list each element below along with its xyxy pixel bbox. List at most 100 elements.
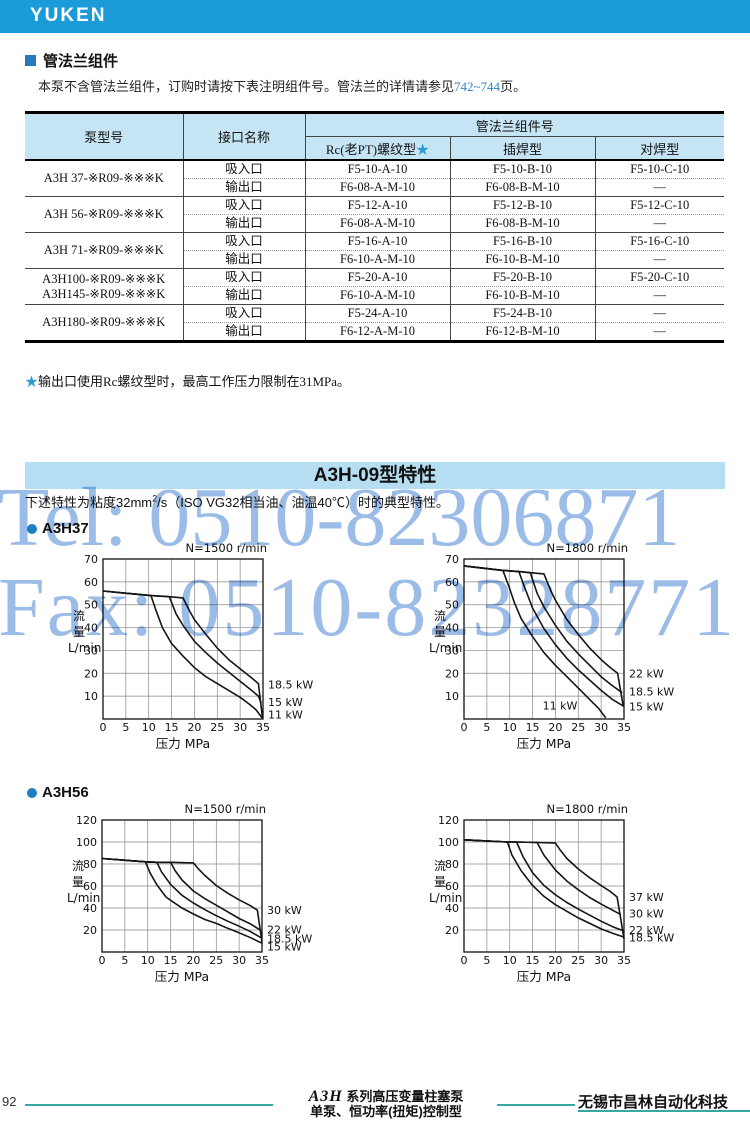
x-tick-label: 30 <box>594 721 608 734</box>
port-name-cell: 吸入口 <box>183 268 306 287</box>
x-tick-label: 35 <box>255 954 269 967</box>
flange-part-number-cell: F6-10-B-M-10 <box>450 250 596 269</box>
x-tick-label: 0 <box>461 954 468 967</box>
table-row: 输出口 F6-10-A-M-10 F6-10-B-M-10— <box>25 250 724 269</box>
series-label: 11 kW <box>543 699 578 712</box>
x-tick-label: 25 <box>571 954 585 967</box>
series-curve-18-5-kW <box>463 565 623 694</box>
y-tick-label: 20 <box>84 667 98 680</box>
characteristics-description: 下述特性为粘度32mm2/s（ISO VG32相当油、油温40℃）时的典型特性。 <box>25 493 449 510</box>
x-tick-label: 0 <box>461 721 468 734</box>
col-header-rc-thread: Rc(老PT)螺纹型★ <box>305 136 451 161</box>
model-label-a3h37: A3H37 <box>27 520 89 537</box>
y-tick-label: 70 <box>445 553 459 566</box>
flange-part-number-cell: F5-10-C-10 <box>630 162 690 176</box>
flange-part-number-cell: F5-20-B-10 <box>450 268 596 287</box>
col-header-flange-group: 管法兰组件号 <box>305 112 724 137</box>
x-tick-label: 20 <box>186 954 200 967</box>
flange-part-number-cell: F6-08-B-M-10 <box>450 214 596 233</box>
series-label: 30 kW <box>629 908 664 921</box>
flange-part-number-cell: F6-08-A-M-10 <box>305 178 451 197</box>
x-tick-label: 5 <box>122 721 129 734</box>
x-axis-label: 压力 MPa <box>156 736 210 751</box>
pump-model-cell: A3H180-※R09-※※※K <box>25 304 184 342</box>
x-tick-label: 15 <box>165 721 179 734</box>
flange-part-number-cell: F6-08-A-M-10 <box>305 214 451 233</box>
series-label: 15 kW <box>629 700 664 713</box>
y-axis-label: 量 <box>434 875 446 889</box>
chart-title: N=1800 r/min <box>547 802 628 816</box>
y-tick-label: 70 <box>84 553 98 566</box>
flange-part-number-cell: — <box>595 214 724 233</box>
page-reference-link[interactable]: 742~744 <box>454 79 501 94</box>
x-tick-label: 15 <box>526 954 540 967</box>
series-curve-15-kW <box>102 590 262 704</box>
y-axis-label: 量 <box>434 625 446 639</box>
y-tick-label: 40 <box>445 622 459 635</box>
y-tick-label: 20 <box>445 667 459 680</box>
y-tick-label: 50 <box>84 599 98 612</box>
x-axis-label: 压力 MPa <box>517 736 571 751</box>
y-axis-unit: L/min <box>429 641 462 655</box>
table-row: 输出口 F6-08-A-M-10 F6-08-B-M-10— <box>25 214 724 233</box>
port-name-cell: 输出口 <box>183 322 306 342</box>
x-tick-label: 25 <box>210 721 224 734</box>
y-tick-label: 120 <box>76 814 97 827</box>
y-tick-label: 60 <box>445 576 459 589</box>
flange-intro: 本泵不含管法兰组件，订购时请按下表注明组件号。管法兰的详情请参见742~744页… <box>38 76 526 95</box>
series-curve-11-kW <box>102 590 263 719</box>
x-tick-label: 30 <box>232 954 246 967</box>
chart-a3h56-1800: 18.5 kW 22 kW 30 kW 37 kW 0 5 10 15 20 25 30 35 20 40… <box>428 802 686 984</box>
flange-part-number-cell: F5-10-B-10 <box>450 160 596 179</box>
table-row: A3H100-※R09-※※※K A3H145-※R09-※※※K 吸入口 F5-20… <box>25 268 724 305</box>
x-tick-label: 15 <box>526 721 540 734</box>
series-label: 30 kW <box>267 904 302 917</box>
x-tick-label: 20 <box>548 954 562 967</box>
flange-part-number-cell: F5-24-A-10 <box>305 304 451 323</box>
series-curve-22-kW <box>463 565 624 706</box>
flange-part-number-cell: — <box>595 304 724 323</box>
table-row: A3H 37-※R09-※※※K 吸入口 F5-10-A-10 F5-10-B-10 F… <box>25 160 724 197</box>
series-label: 18.5 kW <box>268 679 313 692</box>
pump-model-cell: A3H 56-※R09-※※※K <box>25 196 184 233</box>
y-axis-label: 流 <box>72 859 84 873</box>
col-header-port-name: 接口名称 <box>183 112 306 161</box>
x-tick-label: 35 <box>617 721 631 734</box>
flange-part-number-cell: — <box>595 178 724 197</box>
y-tick-label: 10 <box>84 690 98 703</box>
series-label: 18.5 kW <box>629 686 674 699</box>
flange-part-number-cell: F5-16-C-10 <box>595 232 724 251</box>
yuken-logo: YUKEN <box>30 5 107 26</box>
y-tick-label: 120 <box>438 814 459 827</box>
flange-part-number-cell: F6-10-B-M-10 <box>450 286 596 305</box>
port-name-cell: 吸入口 <box>183 196 306 215</box>
col-header-butt-weld: 对焊型 <box>595 136 724 161</box>
flange-part-number-cell: F5-16-B-10 <box>450 232 596 251</box>
x-tick-label: 35 <box>256 721 270 734</box>
table-row: 输出口 F6-10-A-M-10 F6-10-B-M-10— <box>25 286 724 305</box>
flange-part-number-cell: F5-16-A-10 <box>305 232 451 251</box>
intro-text: 本泵不含管法兰组件，订购时请按下表注明组件号。管法兰的详情请参见 <box>38 79 455 94</box>
flange-part-number-cell: F6-10-A-M-10 <box>305 286 451 305</box>
chart-title: N=1500 r/min <box>185 802 266 816</box>
a3h-series-logo: A3H <box>308 1088 343 1105</box>
page-number: 92 <box>2 1094 17 1109</box>
x-tick-label: 30 <box>233 721 247 734</box>
footnote-star-icon: ★ <box>25 374 39 389</box>
y-axis-label: 量 <box>72 875 84 889</box>
y-tick-label: 60 <box>83 880 97 893</box>
table-row: A3H 71-※R09-※※※K 吸入口 F5-16-A-10 F5-16-B-10 F… <box>25 232 724 269</box>
y-axis-unit: L/min <box>68 641 101 655</box>
x-tick-label: 5 <box>483 721 490 734</box>
y-axis-unit: L/min <box>67 891 100 905</box>
x-tick-label: 35 <box>617 954 631 967</box>
col-header-pump-model: 泵型号 <box>25 112 184 161</box>
y-tick-label: 40 <box>83 902 97 915</box>
flange-part-number-cell: F6-12-B-M-10 <box>450 322 596 342</box>
square-bullet-icon <box>25 55 36 66</box>
x-tick-label: 10 <box>142 721 156 734</box>
series-label: 11 kW <box>268 708 303 721</box>
flange-part-number-cell: F5-12-A-10 <box>305 196 451 215</box>
series-label: 22 kW <box>629 667 664 680</box>
